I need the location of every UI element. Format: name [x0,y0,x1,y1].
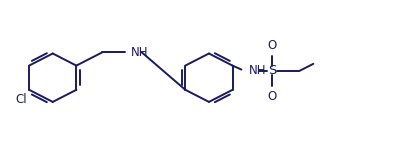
Text: NH: NH [131,46,148,59]
Text: O: O [267,90,277,103]
Text: O: O [267,39,277,51]
Text: S: S [268,64,276,77]
Text: NH: NH [248,64,266,77]
Text: Cl: Cl [15,93,27,106]
